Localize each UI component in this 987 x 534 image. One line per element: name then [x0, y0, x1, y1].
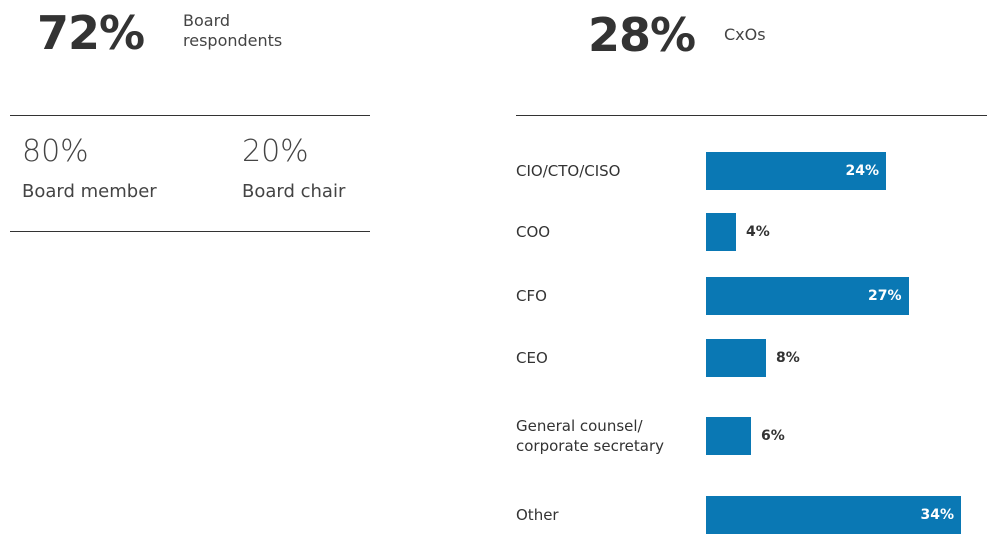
category-label: COO [516, 223, 551, 241]
category-label: CFO [516, 287, 547, 305]
value-label: 4% [746, 224, 770, 240]
cxo-label: CxOs [724, 25, 766, 44]
breakdown-label: Board member [22, 181, 157, 202]
breakdown-share: 20% [242, 134, 309, 169]
board-label: Board respondents [183, 11, 283, 50]
bar [706, 152, 886, 190]
cxo-share: 28% [588, 8, 696, 62]
category-label: CIO/CTO/CISO [516, 162, 621, 180]
divider [10, 231, 370, 232]
bar [706, 277, 909, 315]
bar [706, 417, 751, 455]
bar [706, 213, 736, 251]
breakdown-share: 80% [22, 134, 89, 169]
value-label: 27% [867, 288, 902, 304]
divider [516, 115, 987, 116]
bar [706, 339, 766, 377]
breakdown-label: Board chair [242, 181, 346, 202]
value-label: 6% [761, 428, 785, 444]
divider [10, 115, 370, 116]
value-label: 34% [920, 507, 954, 523]
value-label: 8% [776, 350, 800, 366]
bar [706, 496, 961, 534]
category-label: Other [516, 506, 559, 524]
category-label: General counsel/ corporate secretary [516, 417, 665, 455]
value-label: 24% [845, 163, 879, 179]
category-label: CEO [516, 349, 548, 367]
board-share: 72% [37, 6, 145, 60]
